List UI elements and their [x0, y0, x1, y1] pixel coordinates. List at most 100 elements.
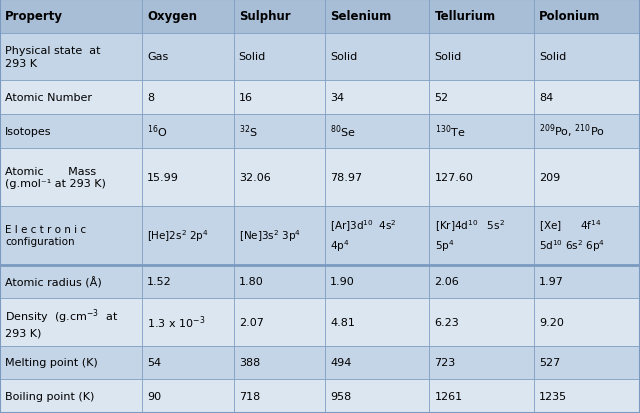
Text: 90: 90 — [147, 391, 161, 401]
Bar — [0, 299, 142, 346]
Bar — [0, 148, 142, 206]
Bar — [534, 206, 640, 265]
Bar — [325, 265, 429, 299]
Bar — [429, 265, 534, 299]
Bar — [142, 346, 234, 379]
Bar — [429, 379, 534, 413]
Bar — [325, 346, 429, 379]
Text: 527: 527 — [539, 358, 560, 368]
Text: 6.23: 6.23 — [435, 317, 460, 327]
Text: [Kr]4d$^{10}$   5s$^2$
5p$^4$: [Kr]4d$^{10}$ 5s$^2$ 5p$^4$ — [435, 218, 504, 253]
Bar — [0, 379, 142, 413]
Bar — [534, 0, 640, 34]
Text: Gas: Gas — [147, 52, 168, 62]
Bar — [325, 148, 429, 206]
Text: Property: Property — [5, 10, 63, 23]
Bar — [429, 148, 534, 206]
Bar — [142, 299, 234, 346]
Text: Physical state  at
293 K: Physical state at 293 K — [5, 46, 100, 69]
Text: [Ne]3s$^2$ 3p$^4$: [Ne]3s$^2$ 3p$^4$ — [239, 228, 301, 244]
Bar — [325, 206, 429, 265]
Bar — [0, 34, 142, 81]
Text: E l e c t r o n i c
configuration: E l e c t r o n i c configuration — [5, 225, 86, 247]
Text: 54: 54 — [147, 358, 161, 368]
Text: 209: 209 — [539, 172, 560, 182]
Bar — [0, 114, 142, 148]
Bar — [0, 206, 142, 265]
Text: 1.90: 1.90 — [330, 277, 355, 287]
Bar — [234, 206, 325, 265]
Bar — [234, 81, 325, 114]
Text: $^{32}$S: $^{32}$S — [239, 123, 257, 140]
Text: $^{16}$O: $^{16}$O — [147, 123, 168, 140]
Text: Atomic Number: Atomic Number — [5, 93, 92, 102]
Bar — [534, 81, 640, 114]
Text: 2.07: 2.07 — [239, 317, 264, 327]
Bar — [0, 0, 142, 34]
Bar — [325, 299, 429, 346]
Bar — [429, 206, 534, 265]
Text: $^{80}$Se: $^{80}$Se — [330, 123, 356, 140]
Text: 127.60: 127.60 — [435, 172, 474, 182]
Text: 1.3 x 10$^{-3}$: 1.3 x 10$^{-3}$ — [147, 314, 205, 330]
Bar — [0, 265, 142, 299]
Bar — [142, 34, 234, 81]
Text: 1.80: 1.80 — [239, 277, 264, 287]
Text: 84: 84 — [539, 93, 553, 102]
Text: 34: 34 — [330, 93, 344, 102]
Bar — [534, 265, 640, 299]
Bar — [429, 114, 534, 148]
Text: 388: 388 — [239, 358, 260, 368]
Bar — [325, 114, 429, 148]
Bar — [142, 265, 234, 299]
Text: [Ar]3d$^{10}$  4s$^2$
4p$^4$: [Ar]3d$^{10}$ 4s$^2$ 4p$^4$ — [330, 218, 397, 253]
Bar — [429, 81, 534, 114]
Text: 718: 718 — [239, 391, 260, 401]
Text: 1.52: 1.52 — [147, 277, 172, 287]
Bar — [325, 0, 429, 34]
Bar — [429, 34, 534, 81]
Bar — [429, 0, 534, 34]
Text: Polonium: Polonium — [539, 10, 600, 23]
Bar — [429, 299, 534, 346]
Text: 1235: 1235 — [539, 391, 567, 401]
Text: Atomic       Mass
(g.mol⁻¹ at 293 K): Atomic Mass (g.mol⁻¹ at 293 K) — [5, 166, 106, 188]
Text: 723: 723 — [435, 358, 456, 368]
Text: [Xe]      4f$^{14}$
5d$^{10}$ 6s$^2$ 6p$^4$: [Xe] 4f$^{14}$ 5d$^{10}$ 6s$^2$ 6p$^4$ — [539, 218, 605, 253]
Bar — [534, 379, 640, 413]
Bar — [534, 346, 640, 379]
Text: Oxygen: Oxygen — [147, 10, 197, 23]
Text: Solid: Solid — [435, 52, 462, 62]
Text: 15.99: 15.99 — [147, 172, 179, 182]
Bar — [234, 34, 325, 81]
Text: 78.97: 78.97 — [330, 172, 362, 182]
Bar — [325, 379, 429, 413]
Bar — [534, 299, 640, 346]
Text: Selenium: Selenium — [330, 10, 392, 23]
Bar — [325, 81, 429, 114]
Bar — [234, 114, 325, 148]
Text: 958: 958 — [330, 391, 351, 401]
Text: [He]2s$^2$ 2p$^4$: [He]2s$^2$ 2p$^4$ — [147, 228, 209, 244]
Text: Density  (g.cm$^{-3}$  at
293 K): Density (g.cm$^{-3}$ at 293 K) — [5, 306, 118, 337]
Bar — [142, 379, 234, 413]
Bar — [325, 34, 429, 81]
Text: Solid: Solid — [239, 52, 266, 62]
Bar — [142, 114, 234, 148]
Text: Tellurium: Tellurium — [435, 10, 496, 23]
Bar — [234, 148, 325, 206]
Text: Isotopes: Isotopes — [5, 126, 52, 136]
Text: Solid: Solid — [539, 52, 566, 62]
Bar — [234, 299, 325, 346]
Text: 8: 8 — [147, 93, 154, 102]
Text: Atomic radius (Å): Atomic radius (Å) — [5, 276, 102, 287]
Text: 32.06: 32.06 — [239, 172, 271, 182]
Bar — [234, 379, 325, 413]
Bar — [234, 265, 325, 299]
Text: Melting point (K): Melting point (K) — [5, 358, 98, 368]
Bar — [234, 346, 325, 379]
Bar — [142, 148, 234, 206]
Bar — [142, 81, 234, 114]
Bar — [429, 346, 534, 379]
Text: Sulphur: Sulphur — [239, 10, 291, 23]
